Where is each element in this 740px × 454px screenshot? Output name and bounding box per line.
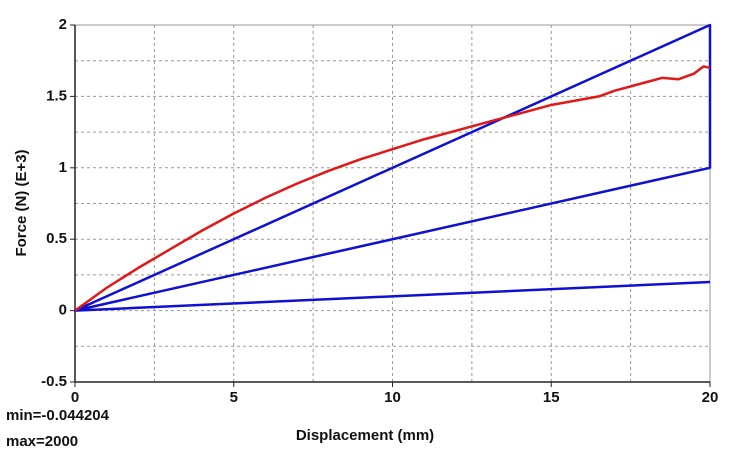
x-axis-label: Displacement (mm): [296, 427, 434, 444]
y-tick-label: 2: [59, 16, 67, 33]
x-tick-label: 10: [384, 389, 401, 406]
y-tick-label: 0: [59, 302, 67, 319]
y-tick-label: 0.5: [46, 230, 67, 247]
max-annotation: max=2000: [6, 433, 78, 450]
x-tick-label: 5: [230, 389, 238, 406]
y-tick-label: -0.5: [41, 373, 67, 390]
x-tick-label: 20: [702, 389, 719, 406]
y-axis-label: Force (N) (E+3): [13, 149, 30, 256]
x-tick-label: 15: [543, 389, 560, 406]
plot-area: [74, 24, 711, 383]
min-annotation: min=-0.044204: [6, 407, 110, 424]
y-tick-label: 1: [59, 159, 67, 176]
y-tick-label: 1.5: [46, 87, 67, 104]
x-tick-label: 0: [71, 389, 79, 406]
data-line: [74, 65, 711, 312]
